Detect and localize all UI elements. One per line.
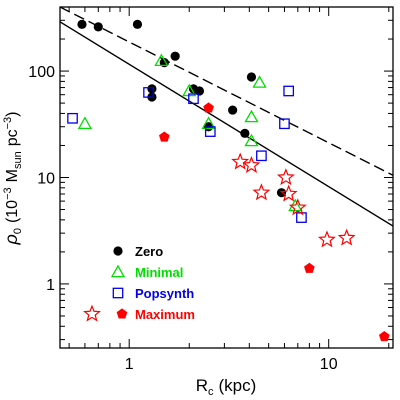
x-axis-label: Rc (kpc) xyxy=(196,376,257,398)
dashed-fit-line xyxy=(60,7,393,176)
data-point-open-star xyxy=(242,155,261,173)
data-points xyxy=(67,19,390,342)
legend-marker-open-square xyxy=(112,287,124,299)
legend-label: Minimal xyxy=(135,265,183,280)
legend-label: Maximum xyxy=(135,307,195,322)
data-point-filled-circle xyxy=(77,19,87,29)
legend-marker-filled-circle xyxy=(113,246,123,256)
data-point-open-triangle xyxy=(244,109,259,123)
solid-fit-line xyxy=(60,21,393,227)
data-point-filled-circle xyxy=(93,22,103,32)
data-point-open-triangle xyxy=(252,75,267,88)
data-point-open-star xyxy=(288,198,307,216)
y-tick-label: 100 xyxy=(28,64,55,81)
legend-label: Zero xyxy=(135,244,163,259)
data-point-open-square xyxy=(279,118,290,130)
data-point-filled-circle xyxy=(246,72,257,82)
data-point-filled-circle xyxy=(228,105,238,115)
data-point-filled-circle xyxy=(276,188,287,198)
data-point-open-star xyxy=(317,230,336,248)
data-point-open-triangle xyxy=(77,116,93,129)
data-point-open-triangle xyxy=(201,116,216,129)
data-point-open-triangle xyxy=(154,53,169,67)
data-point-open-square xyxy=(67,112,78,124)
data-point-filled-circle xyxy=(132,19,143,29)
legend-marker-open-triangle xyxy=(110,264,126,278)
axis-ticks xyxy=(60,6,393,348)
legend-label: Popsynth xyxy=(135,286,194,301)
data-point-open-star xyxy=(279,184,298,202)
data-point-filled-pentagon xyxy=(379,330,390,342)
x-tick-label: 10 xyxy=(320,356,338,373)
x-tick-label: 1 xyxy=(125,356,134,373)
legend: Zero Minimal Popsynth Maximum xyxy=(83,244,195,322)
data-point-filled-pentagon xyxy=(159,131,170,142)
data-point-filled-circle xyxy=(194,86,205,96)
data-point-open-star xyxy=(231,152,250,170)
data-point-open-square xyxy=(256,150,267,162)
data-point-open-square xyxy=(204,126,216,137)
y-tick-label: 10 xyxy=(37,171,55,188)
data-point-open-star xyxy=(337,228,356,246)
data-point-open-triangle xyxy=(244,133,259,147)
y-axis-label: ρ0(10−3Msunpc−3) xyxy=(1,112,24,246)
data-point-open-star xyxy=(252,183,271,201)
data-point-filled-circle xyxy=(147,84,157,94)
data-point-open-square xyxy=(283,85,295,97)
data-point-open-square xyxy=(143,87,154,98)
data-point-filled-circle xyxy=(240,128,250,138)
y-tick-label: 1 xyxy=(46,277,55,294)
data-point-open-square xyxy=(188,93,199,105)
data-point-filled-circle xyxy=(170,51,180,61)
legend-marker-open-star xyxy=(83,304,101,322)
fit-lines xyxy=(60,7,393,227)
data-point-filled-pentagon xyxy=(304,262,315,273)
legend-marker-filled-pentagon xyxy=(116,308,128,319)
data-point-filled-pentagon xyxy=(203,102,214,113)
tick-labels: 1 10 1 10 100 xyxy=(28,64,337,373)
data-point-open-star xyxy=(276,168,295,186)
